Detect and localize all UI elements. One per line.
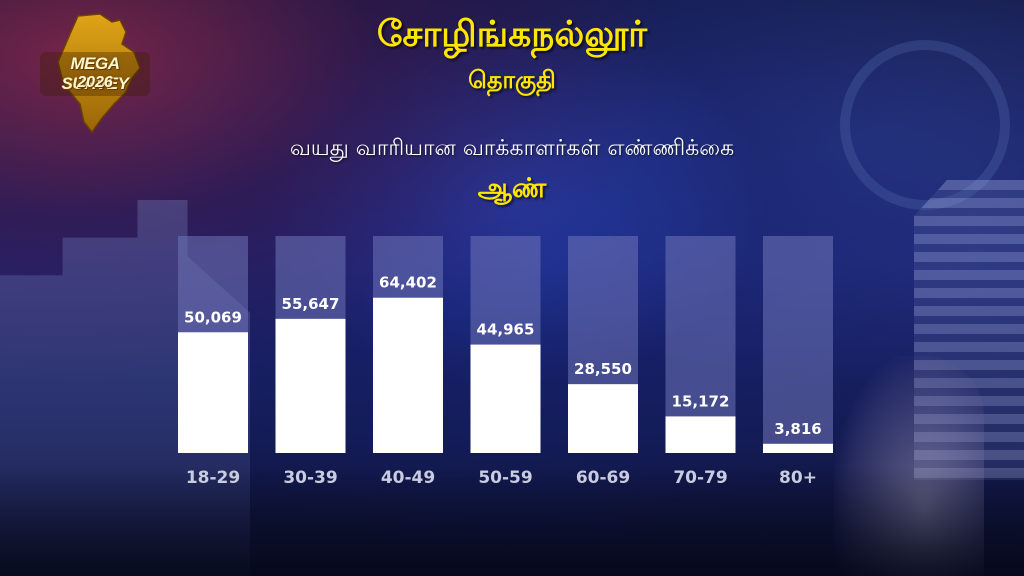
- bar-50-59: [470, 344, 541, 453]
- value-label-60-69: 28,550: [574, 360, 632, 378]
- value-label-50-59: 44,965: [477, 321, 535, 339]
- constituency-title: சோழிங்கநல்லூர்: [376, 14, 648, 55]
- category-label-50-59: 50-59: [478, 468, 532, 488]
- value-label-70-79: 15,172: [672, 392, 730, 410]
- background-ballot-ring: [840, 40, 1010, 210]
- bar-60-69: [568, 384, 638, 453]
- bar-80+: [763, 443, 833, 453]
- bar-18-29: [178, 332, 248, 453]
- chart-heading: வயது வாரியான வாக்காளர்கள் எண்ணிக்கை: [289, 136, 735, 161]
- bar-40-49: [373, 297, 443, 453]
- bar-70-79: [665, 416, 736, 453]
- bar-track-80+: [763, 236, 833, 453]
- category-label-60-69: 60-69: [576, 468, 630, 488]
- value-label-80+: 3,816: [774, 420, 821, 438]
- category-label-70-79: 70-79: [673, 468, 727, 488]
- bar-30-39: [275, 318, 346, 453]
- background-crowd-shadow: [0, 466, 1024, 576]
- logo-year: 2026: [77, 74, 113, 91]
- value-label-18-29: 50,069: [184, 308, 242, 326]
- logo-title: MEGA SURVEY: [61, 54, 129, 93]
- category-label-30-39: 30-39: [283, 468, 337, 488]
- background-voting-machine: [914, 180, 1024, 480]
- tamilnadu-map-icon: [40, 13, 150, 134]
- gender-label: ஆண்: [477, 173, 547, 204]
- mega-survey-logo: MEGA SURVEY 2026: [40, 12, 150, 134]
- value-label-40-49: 64,402: [379, 274, 437, 292]
- constituency-subtitle: தொகுதி: [468, 66, 556, 94]
- category-label-18-29: 18-29: [186, 468, 240, 488]
- value-label-30-39: 55,647: [282, 295, 340, 313]
- category-label-80+: 80+: [779, 468, 817, 488]
- category-label-40-49: 40-49: [381, 468, 435, 488]
